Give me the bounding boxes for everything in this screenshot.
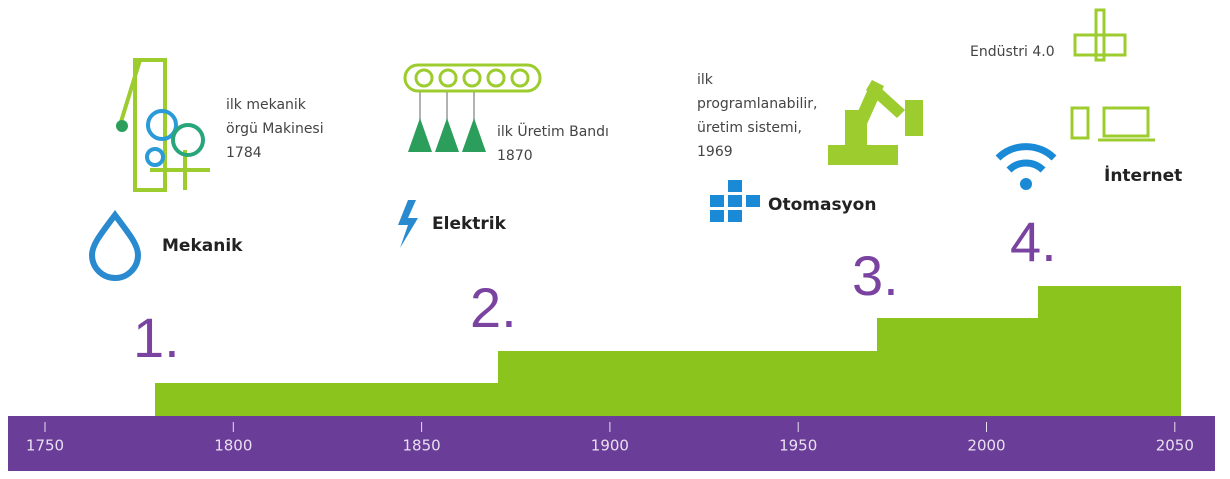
tick-label: 1850 bbox=[403, 437, 441, 455]
step-4 bbox=[1038, 286, 1181, 417]
tick-label: 2050 bbox=[1156, 437, 1194, 455]
step-3 bbox=[877, 318, 1040, 417]
stage-label: İnternet bbox=[1104, 164, 1182, 186]
stages: 1. Mekanik ilk mekanik örgü Makinesi 1784 2. E… bbox=[133, 44, 1182, 369]
tick-label: 1750 bbox=[26, 437, 64, 455]
loom-icon bbox=[118, 58, 210, 192]
drop-icon bbox=[88, 210, 142, 281]
stage-caption: 1870 bbox=[497, 148, 533, 164]
timeline-bar bbox=[8, 416, 1215, 471]
stage-label: Mekanik bbox=[162, 236, 243, 256]
tick-label: 1950 bbox=[779, 437, 817, 455]
stage-label: Elektrik bbox=[432, 214, 507, 234]
stage-number: 2. bbox=[470, 276, 517, 339]
stage-number: 3. bbox=[852, 244, 899, 307]
network-icon bbox=[710, 180, 760, 222]
stage-caption: Endüstri 4.0 bbox=[970, 44, 1055, 60]
robot-icon bbox=[828, 80, 923, 165]
stage-label: Otomasyon bbox=[768, 195, 876, 215]
loom-dot bbox=[116, 120, 128, 132]
step-2 bbox=[498, 351, 879, 417]
step-1 bbox=[155, 383, 500, 417]
stage-caption: ilk Üretim Bandı bbox=[497, 122, 609, 140]
tick-label: 1800 bbox=[214, 437, 252, 455]
ticks: 1750 1800 1850 1900 1950 2000 2050 bbox=[26, 422, 1194, 455]
stage-number: 1. bbox=[133, 306, 180, 369]
stage-caption: 1784 bbox=[226, 145, 262, 161]
bolt-icon bbox=[398, 200, 418, 248]
devices-icon bbox=[1070, 8, 1155, 142]
stage-caption: üretim sistemi, bbox=[697, 120, 802, 136]
tick-label: 1900 bbox=[591, 437, 629, 455]
conveyor-icon bbox=[403, 63, 542, 152]
stage-caption: ilk bbox=[697, 72, 714, 88]
stage-number: 4. bbox=[1010, 210, 1057, 273]
stage-caption: ilk mekanik bbox=[226, 97, 307, 113]
stage-caption: 1969 bbox=[697, 144, 733, 160]
stage-caption: örgü Makinesi bbox=[226, 121, 324, 137]
wifi-icon bbox=[995, 143, 1057, 173]
wifi-dot bbox=[1020, 178, 1032, 190]
stage-caption: programlanabilir, bbox=[697, 96, 817, 112]
tick-label: 2000 bbox=[967, 437, 1005, 455]
